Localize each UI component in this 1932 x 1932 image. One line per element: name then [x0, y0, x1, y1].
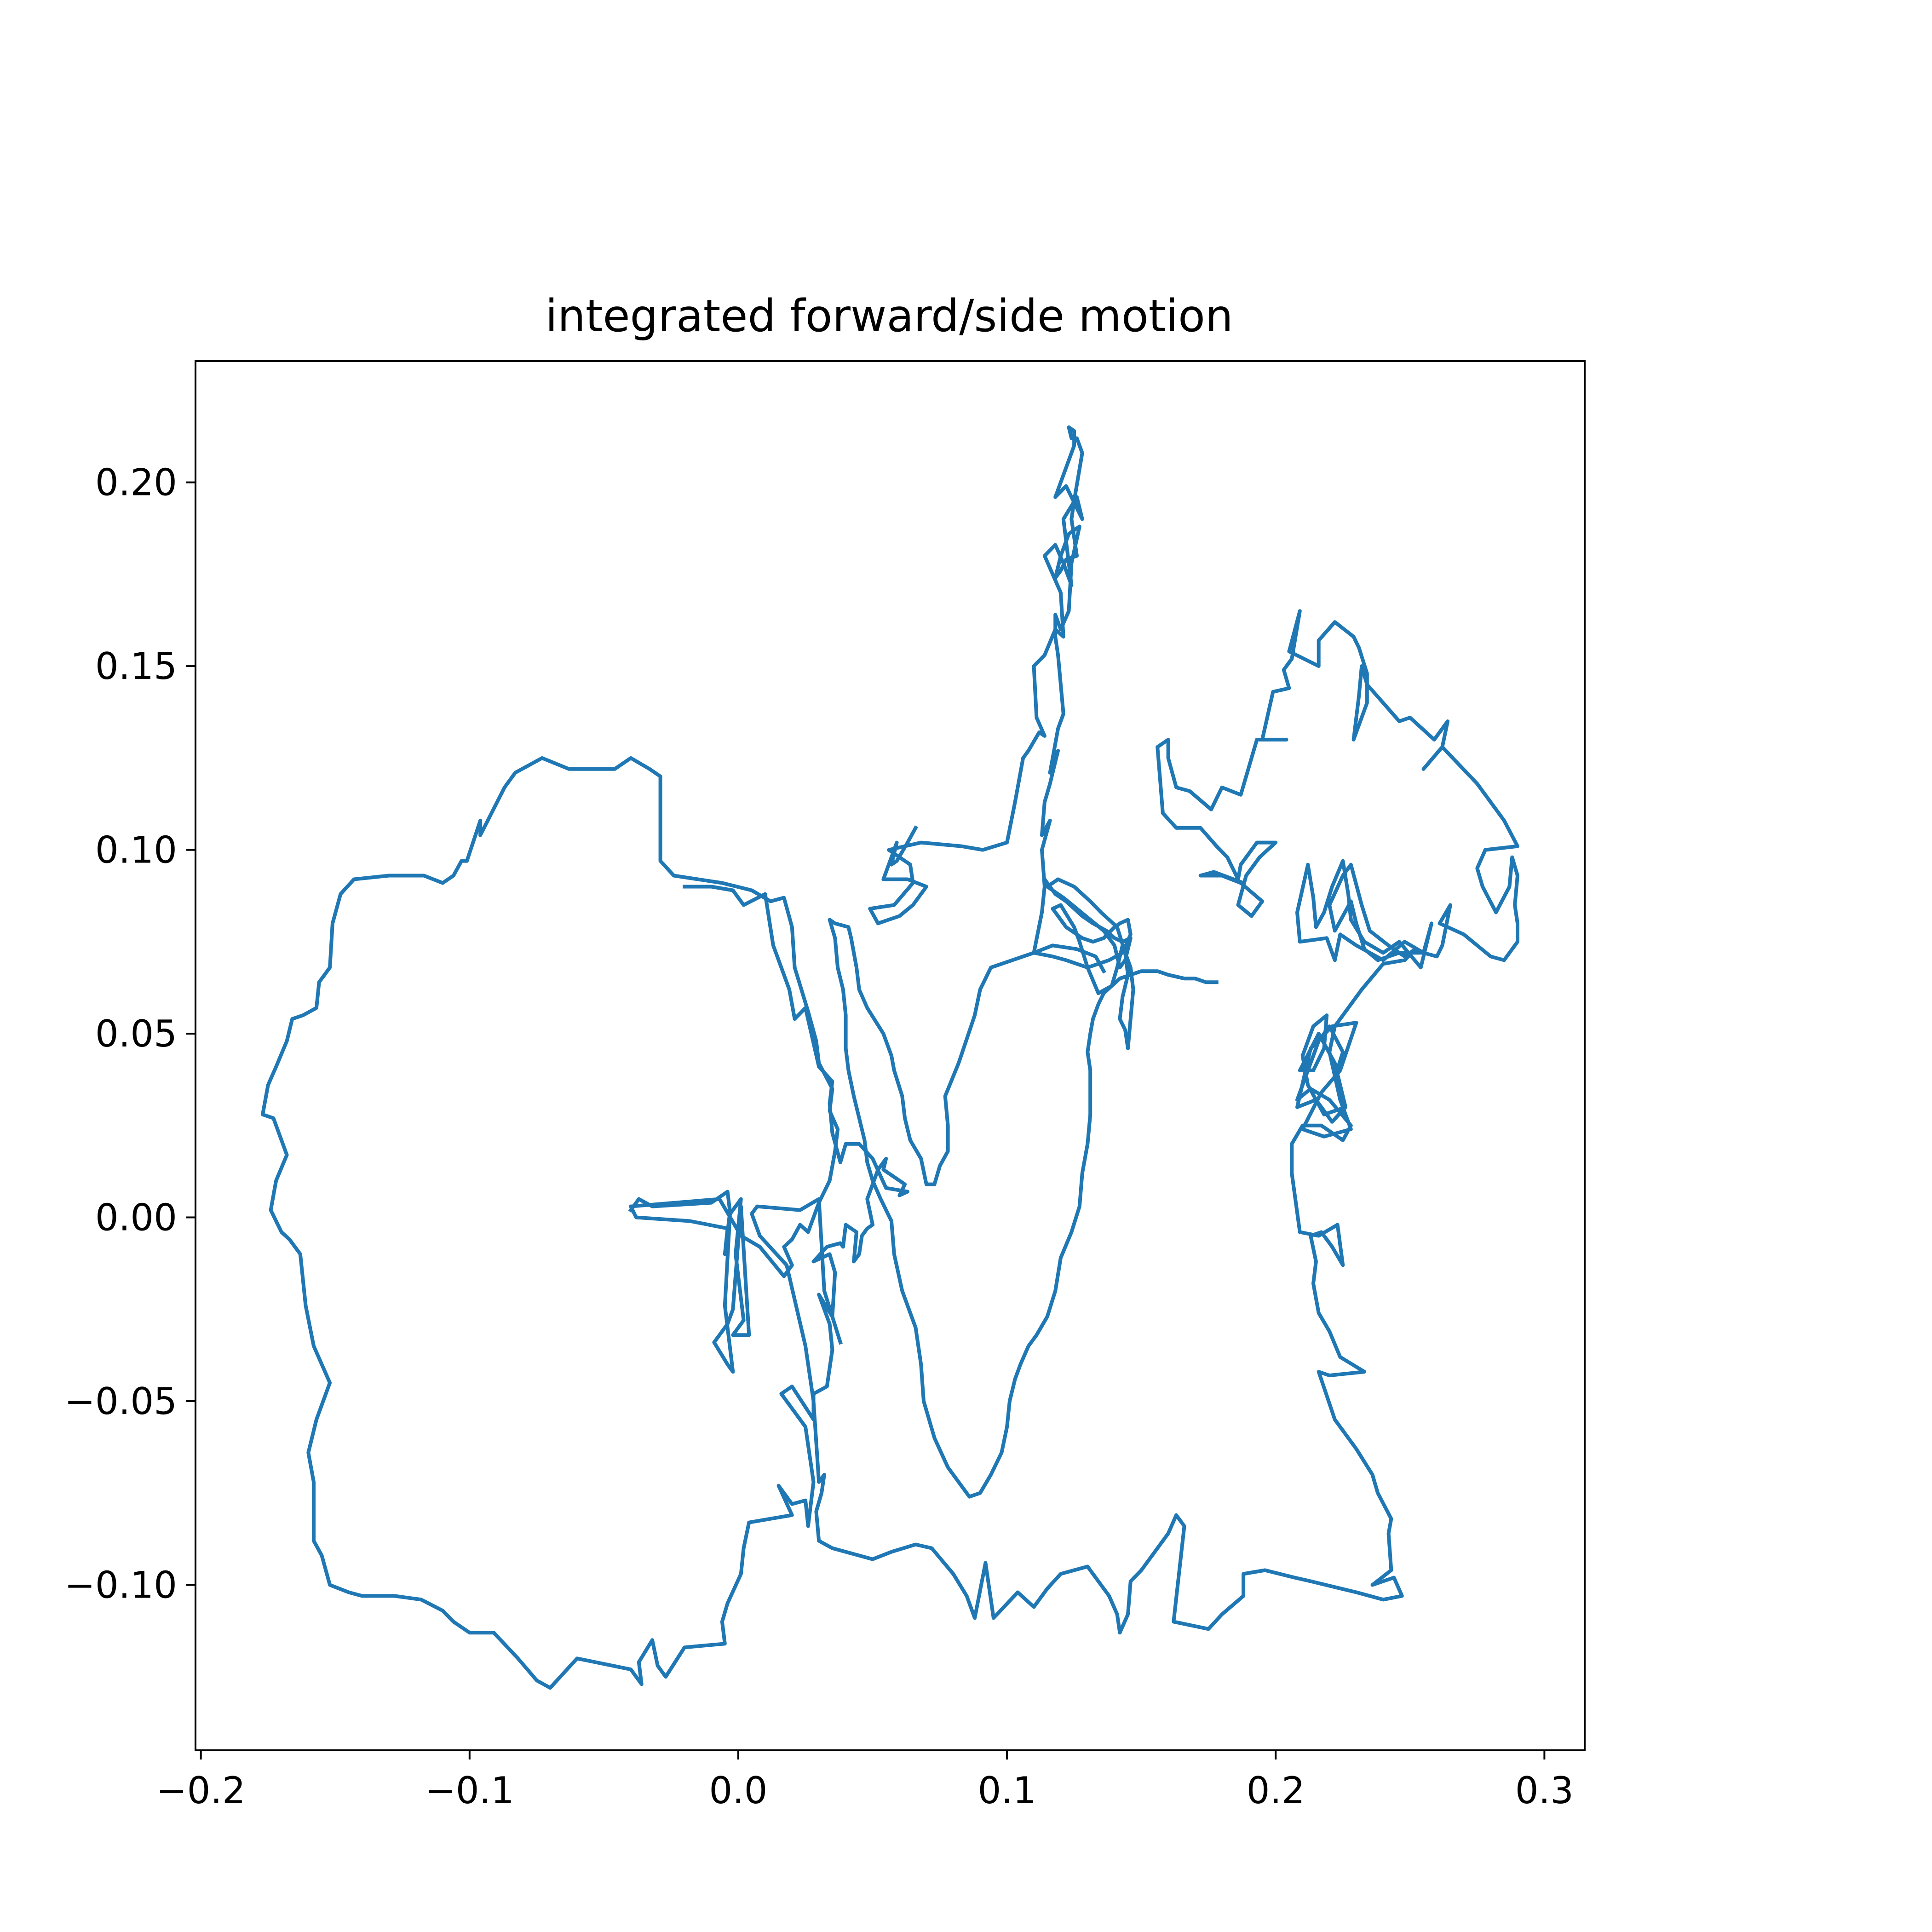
x-tick-label: −0.2: [156, 1769, 246, 1812]
x-tick-label: 0.1: [978, 1769, 1036, 1812]
x-tick-label: 0.0: [709, 1769, 767, 1812]
trajectory-line-segment-3: [828, 425, 1219, 1499]
y-tick-label: 0.20: [95, 461, 177, 504]
y-axis: −0.10 −0.05 0.00 0.05 0.10 0.15 0.20: [64, 461, 196, 1606]
y-tick-label: 0.00: [95, 1196, 177, 1239]
y-tick-label: −0.05: [64, 1380, 177, 1423]
plot-area: [261, 425, 1519, 1690]
x-tick-label: 0.3: [1515, 1769, 1574, 1812]
y-tick-label: 0.05: [95, 1012, 177, 1055]
y-tick-label: 0.15: [95, 645, 177, 688]
trajectory-line-segment-1: [261, 756, 909, 1690]
trajectory-line-segment-4: [1032, 876, 1135, 1050]
x-tick-label: −0.1: [425, 1769, 514, 1812]
x-tick-label: 0.2: [1247, 1769, 1305, 1812]
axes-frame: [195, 360, 1586, 1751]
x-axis: −0.2 −0.1 0.0 0.1 0.2 0.3: [156, 1750, 1574, 1812]
chart-title: integrated forward/side motion: [545, 290, 1233, 342]
y-tick-label: 0.10: [95, 829, 177, 872]
y-tick-label: −0.10: [64, 1564, 177, 1606]
trajectory-line-segment-2: [750, 609, 1519, 1635]
